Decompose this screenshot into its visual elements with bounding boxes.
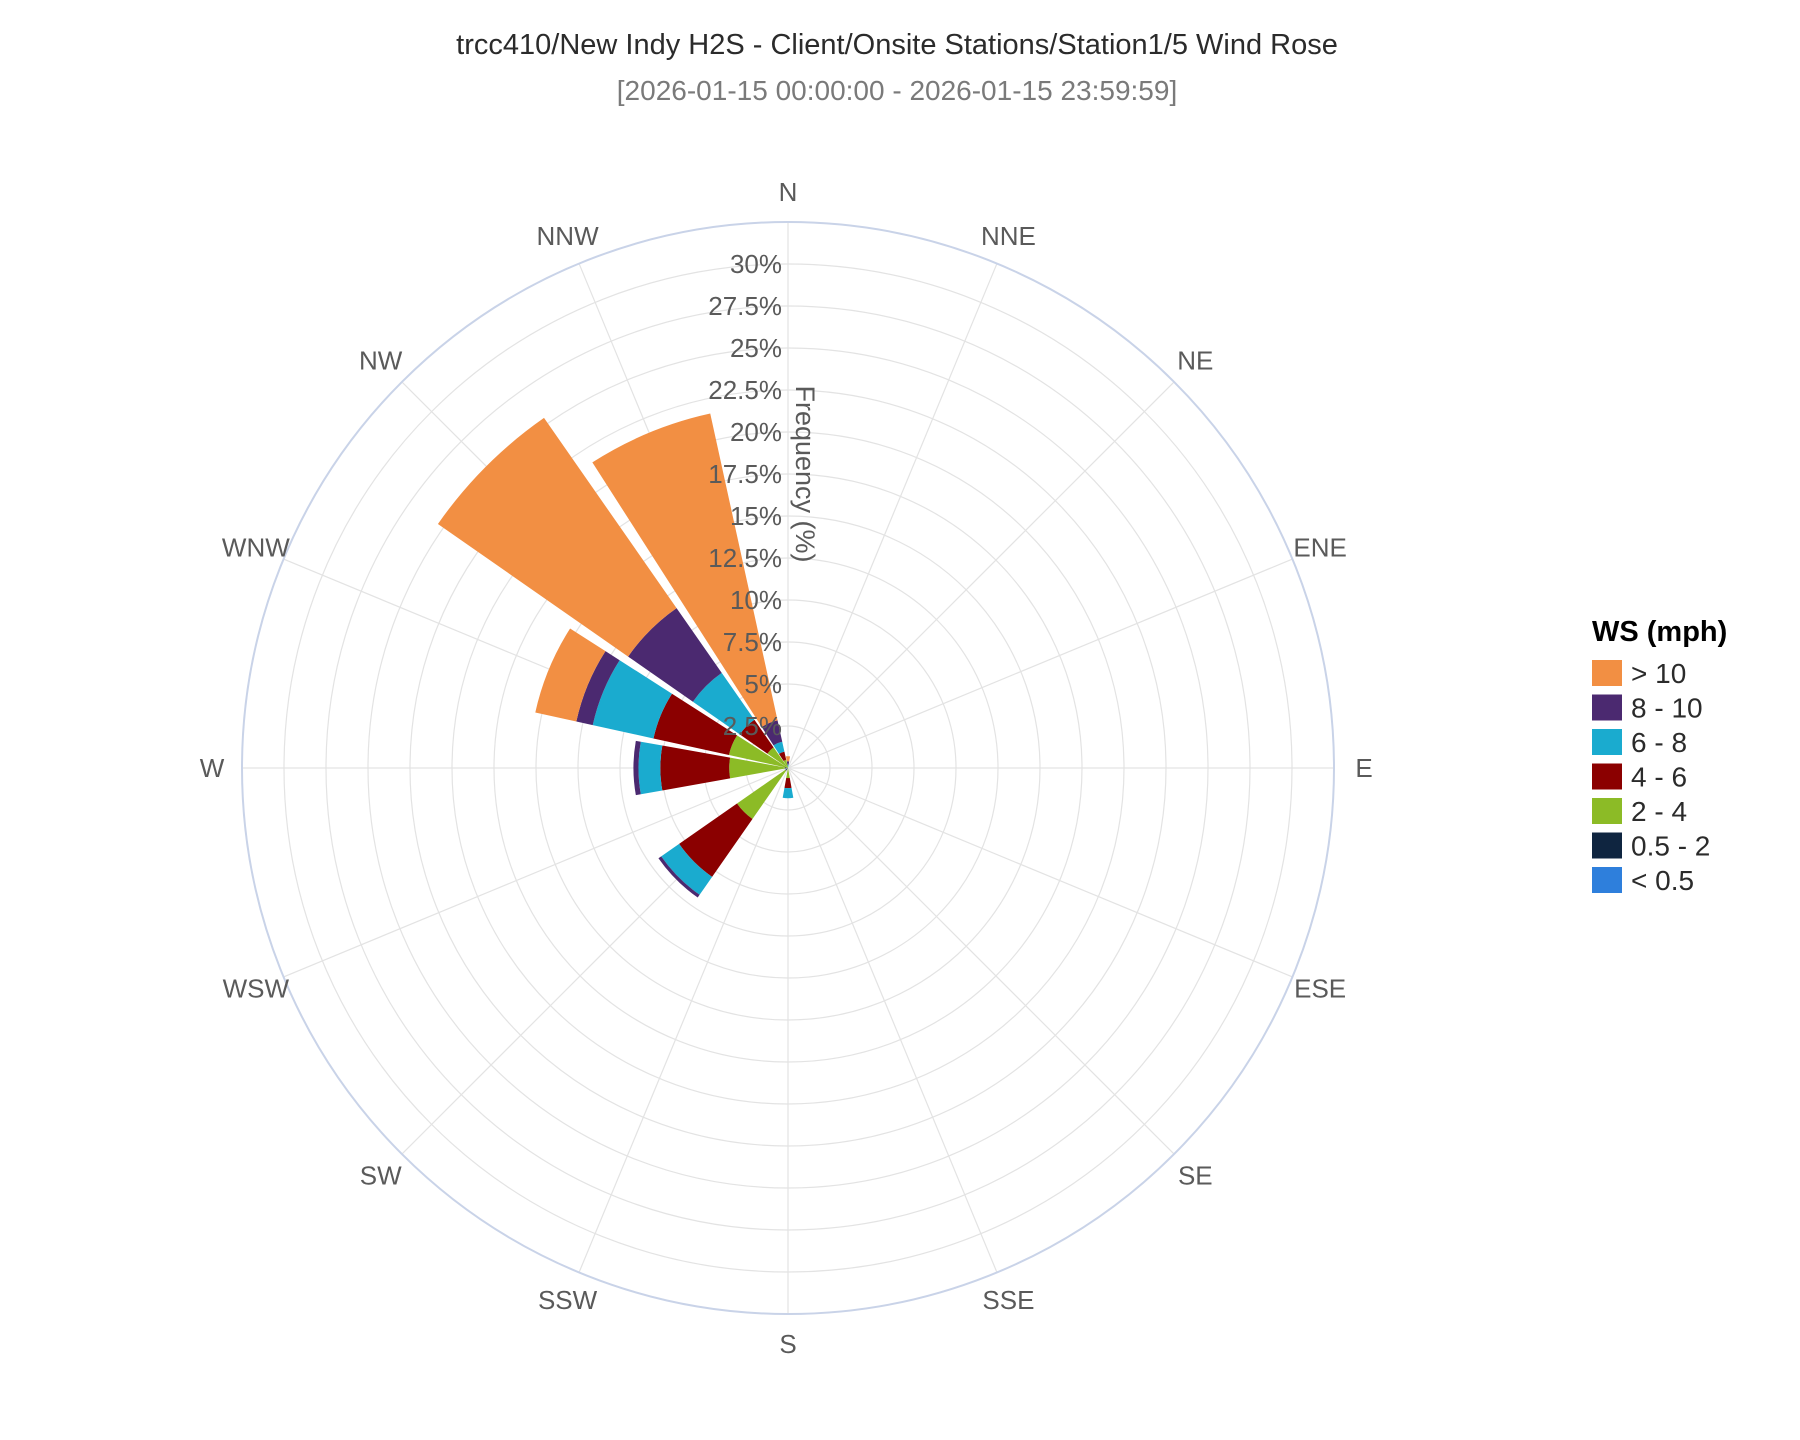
- legend-swatch: [1592, 867, 1622, 893]
- bar-N-series-4: [787, 764, 789, 768]
- legend-label: > 10: [1631, 658, 1686, 689]
- bar-WNW-series-2: [728, 735, 788, 768]
- legend-swatch: [1592, 660, 1622, 686]
- bar-WNW-series-6: [535, 628, 606, 722]
- direction-label-ENE: ENE: [1293, 533, 1346, 563]
- bar-W-series-1: [784, 767, 788, 769]
- grid-spoke: [787, 767, 1175, 1155]
- bar-W-series-3: [660, 745, 731, 791]
- grid-spoke: [787, 381, 1175, 769]
- bar-S-series-3: [784, 777, 792, 789]
- direction-label-WNW: WNW: [222, 533, 290, 563]
- radial-tick-label: 12.5%: [708, 543, 782, 573]
- direction-label-S: S: [779, 1329, 796, 1359]
- bar-NNW-series-2: [783, 759, 788, 768]
- bar-WNW-series-4: [592, 660, 672, 739]
- direction-label-NNE: NNE: [981, 221, 1036, 251]
- grid-spoke: [787, 767, 998, 1273]
- chart-title: trcc410/New Indy H2S - Client/Onsite Sta…: [456, 29, 1338, 61]
- bar-N-series-6: [785, 756, 791, 762]
- legend-label: 2 - 4: [1631, 796, 1687, 827]
- bar-SW-series-5: [658, 856, 700, 898]
- legend-label: 4 - 6: [1631, 762, 1687, 793]
- legend-swatch: [1592, 832, 1622, 859]
- bar-SW-series-3: [679, 803, 753, 877]
- bar-WNW-series-5: [576, 651, 620, 726]
- radial-tick-labels: 2.5% 5% 7.5% 10% 12.5% 15% 17.5% 20% 22.5% 25% 27.…: [708, 249, 782, 741]
- radial-tick-label: 25%: [730, 333, 782, 363]
- outer-circle: [241, 221, 1335, 1315]
- wind-rose-bars: [437, 413, 794, 898]
- legend-swatch: [1592, 729, 1622, 755]
- polar-grid: [241, 221, 1335, 1315]
- legend-swatch: [1592, 763, 1622, 790]
- direction-label-SE: SE: [1178, 1160, 1213, 1190]
- radial-tick-label: 22.5%: [708, 375, 782, 405]
- grid-spoke: [787, 767, 1293, 978]
- bar-W-series-5: [633, 740, 641, 796]
- legend-swatch: [1592, 694, 1622, 721]
- bar-SW-series-2: [737, 769, 787, 819]
- radial-tick-label: 5%: [744, 669, 782, 699]
- direction-label-NNW: NNW: [537, 221, 600, 251]
- legend-label: 8 - 10: [1631, 693, 1703, 724]
- bar-NNW-series-3: [778, 751, 787, 761]
- bar-NW-series-6: [437, 417, 677, 657]
- bar-S-series-4: [782, 787, 794, 799]
- bar-N-series-5: [786, 761, 790, 765]
- legend-label: 6 - 8: [1631, 727, 1687, 758]
- radial-tick-label: 27.5%: [708, 291, 782, 321]
- bar-NW-series-4: [692, 672, 755, 735]
- direction-label-SW: SW: [360, 1160, 402, 1190]
- radial-tick-label: 20%: [730, 417, 782, 447]
- direction-label-WSW: WSW: [223, 973, 290, 1003]
- bar-NW-series-5: [628, 608, 722, 702]
- legend-label: 0.5 - 2: [1631, 831, 1710, 862]
- radial-tick-label: 2.5%: [723, 711, 782, 741]
- bar-W-series-4: [638, 741, 663, 795]
- direction-label-SSE: SSE: [982, 1285, 1034, 1315]
- bar-NW-series-2: [767, 747, 788, 768]
- grid-spoke: [787, 558, 1293, 769]
- direction-label-E: E: [1355, 753, 1372, 783]
- bar-NNW-series-4: [773, 741, 785, 754]
- direction-label-N: N: [779, 177, 798, 207]
- bar-NNW-series-6: [592, 413, 778, 727]
- bar-S-series-2: [786, 768, 790, 779]
- direction-label-NW: NW: [359, 346, 403, 376]
- radial-tick-label: 10%: [730, 585, 782, 615]
- bar-SW-series-1: [785, 768, 788, 771]
- radial-tick-label: 15%: [730, 501, 782, 531]
- legend-label: < 0.5: [1631, 865, 1694, 896]
- legend-title: WS (mph): [1592, 616, 1727, 648]
- grid-spoke: [283, 767, 789, 978]
- radial-tick-label: 7.5%: [723, 627, 782, 657]
- direction-label-W: W: [200, 753, 225, 783]
- chart-subtitle: [2026-01-15 00:00:00 - 2026-01-15 23:59:…: [617, 75, 1177, 106]
- grid-spoke: [787, 263, 998, 769]
- legend-swatch: [1592, 798, 1622, 824]
- bar-WNW-series-3: [653, 693, 738, 756]
- direction-label-ESE: ESE: [1294, 973, 1346, 1003]
- grid-spoke: [578, 767, 789, 1273]
- bar-SW-series-4: [661, 843, 713, 895]
- legend: WS (mph) > 10 8 - 106 - 8 4 - 62 - 4 0.5 - …: [1592, 616, 1727, 896]
- direction-label-SSW: SSW: [538, 1285, 598, 1315]
- bar-NNW-series-5: [761, 720, 783, 746]
- bar-W-series-2: [729, 757, 785, 779]
- bar-NW-series-3: [739, 719, 774, 754]
- radial-axis-title: Frequency (%): [790, 385, 820, 562]
- radial-tick-label: 30%: [730, 249, 782, 279]
- radial-tick-label: 17.5%: [708, 459, 782, 489]
- direction-labels: N NNE NE ENE E ESE SE SSE S SSW SW WSW W WNW NW NNW: [200, 177, 1373, 1359]
- direction-label-NE: NE: [1177, 346, 1213, 376]
